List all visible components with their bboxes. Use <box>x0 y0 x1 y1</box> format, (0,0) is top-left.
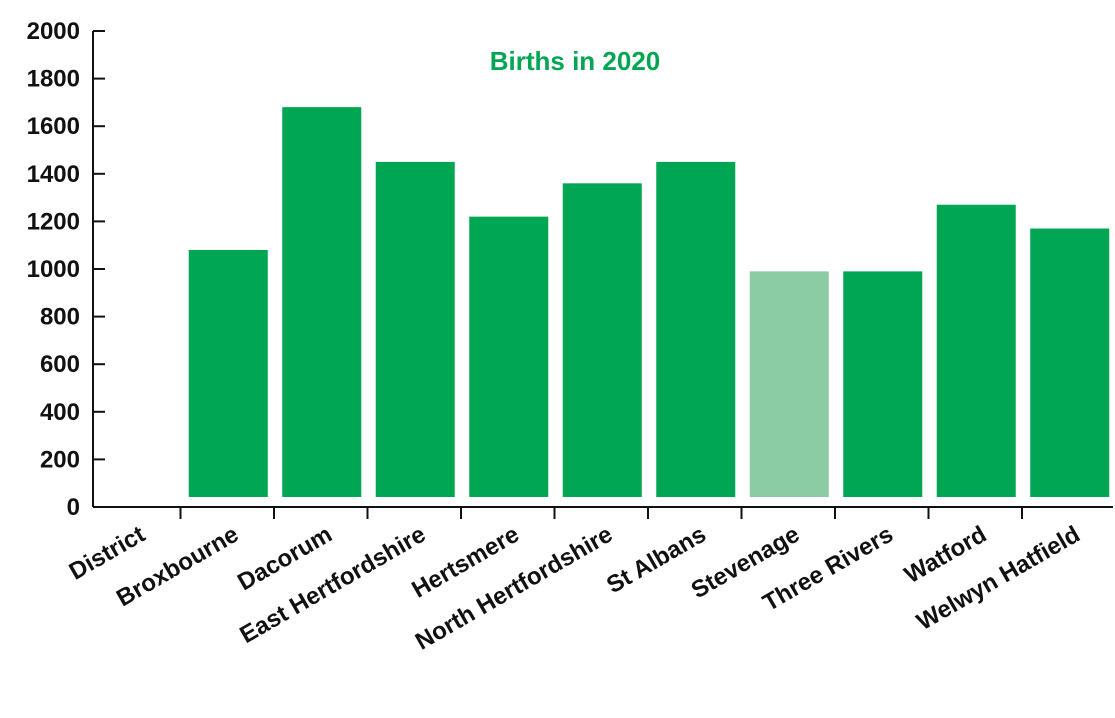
x-category-label: Welwyn Hatfield <box>912 521 1084 636</box>
y-tick-label: 200 <box>40 446 80 473</box>
y-tick-label: 1400 <box>27 161 80 188</box>
bar-welwyn-hatfield <box>1030 228 1110 498</box>
y-tick-label: 1000 <box>27 256 80 283</box>
x-axis <box>93 506 1113 519</box>
bar-north-hertfordshire <box>562 183 642 497</box>
y-tick-label: 2000 <box>27 18 80 45</box>
bar-dacorum <box>282 107 362 497</box>
bar-broxbourne <box>188 249 268 497</box>
bar-watford <box>936 204 1016 498</box>
bar-east-hertfordshire <box>375 161 455 497</box>
bar-st-albans <box>656 161 736 497</box>
y-tick-label: 1600 <box>27 113 80 140</box>
bars-group <box>188 107 1110 498</box>
y-tick-label: 1800 <box>27 66 80 93</box>
y-tick-label: 400 <box>40 399 80 426</box>
y-tick-label: 800 <box>40 304 80 331</box>
bar-stevenage <box>749 271 829 497</box>
y-tick-label: 1200 <box>27 208 80 235</box>
y-axis: 0 200 400 600 800 1000 1200 1400 1600 1800 2000 <box>27 18 105 521</box>
bar-hertsmere <box>469 216 549 497</box>
y-tick-label: 600 <box>40 351 80 378</box>
bar-three-rivers <box>843 271 923 497</box>
y-tick-label: 0 <box>67 494 80 521</box>
chart-title: Births in 2020 <box>490 46 661 76</box>
